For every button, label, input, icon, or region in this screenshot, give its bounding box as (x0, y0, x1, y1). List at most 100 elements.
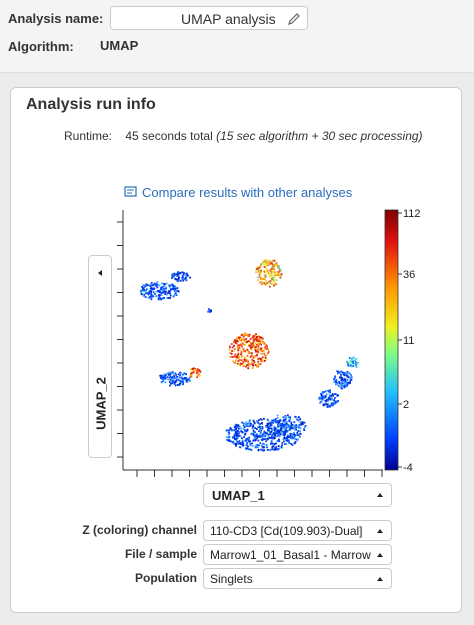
cell-dot (270, 435, 273, 438)
cell-dot (236, 337, 239, 340)
cell-dot (243, 334, 246, 337)
cell-dot (259, 263, 262, 266)
control-select[interactable]: Singlets (203, 568, 392, 589)
cell-dot (264, 274, 267, 276)
cell-dot (258, 430, 260, 432)
edit-icon[interactable] (287, 12, 301, 26)
cell-dot (172, 375, 174, 378)
cell-dot (166, 296, 168, 299)
compare-link[interactable]: Compare results with other analyses (142, 185, 353, 200)
cell-dot (278, 421, 280, 424)
colorbar (384, 209, 399, 471)
cell-dot (173, 375, 176, 377)
y-axis-select[interactable]: UMAP_2 (88, 255, 112, 458)
cell-dot (155, 290, 158, 293)
cell-dot (256, 446, 259, 449)
cell-dot (160, 374, 163, 377)
cell-dot (141, 289, 144, 292)
y-axis-label: UMAP_2 (93, 377, 109, 430)
cell-dot (285, 429, 288, 432)
cell-dot (262, 433, 265, 436)
cell-dot (259, 442, 262, 444)
cell-dot (183, 277, 186, 280)
cell-dot (300, 423, 303, 426)
cell-dot (291, 436, 294, 438)
cell-dot (160, 288, 162, 291)
cell-dot (228, 349, 231, 351)
cell-dot (231, 346, 234, 349)
cell-dot (157, 290, 160, 293)
cell-dot (260, 444, 263, 446)
cell-dot (240, 353, 242, 356)
cell-dot (253, 338, 256, 340)
cell-dot (242, 339, 245, 342)
cell-dot (253, 421, 256, 424)
cell-dot (256, 338, 259, 341)
cell-dot (256, 364, 259, 367)
cell-dot (283, 428, 286, 430)
control-select[interactable]: 110-CD3 [Cd(109.903)-Dual] (203, 520, 392, 541)
cell-dot (257, 279, 259, 282)
cell-dot (154, 293, 156, 295)
cell-dot (155, 282, 158, 285)
cell-dot (254, 427, 257, 429)
compare-icon[interactable] (124, 186, 138, 198)
cell-dot (295, 424, 298, 426)
cell-dot (248, 440, 251, 443)
cell-dot (283, 440, 285, 443)
cell-dot (271, 419, 274, 422)
control-select[interactable]: Marrow1_01_Basal1 - Marrow (203, 544, 392, 565)
cell-dot (166, 376, 169, 379)
cell-dot (333, 399, 335, 401)
cell-dot (235, 356, 238, 358)
cell-dot (324, 402, 327, 405)
cell-dot (235, 339, 238, 342)
cell-dot (352, 365, 355, 367)
cell-dot (276, 420, 279, 422)
cell-dot (267, 426, 270, 429)
cell-dot (284, 433, 287, 435)
cell-dot (275, 278, 277, 281)
x-axis-select[interactable]: UMAP_1 (203, 483, 392, 507)
cell-dot (292, 433, 294, 436)
cell-dot (263, 443, 266, 446)
cell-dot (159, 291, 161, 294)
cell-dot (239, 359, 242, 361)
cell-dot (254, 431, 256, 434)
cell-dot (277, 274, 280, 276)
run-info-title: Analysis run info (26, 96, 156, 113)
cell-dot (249, 424, 252, 427)
cell-dot (287, 440, 290, 443)
cell-dot (169, 384, 171, 387)
cell-dot (251, 352, 253, 354)
cell-dot (189, 276, 191, 279)
cell-dot (256, 336, 258, 338)
cell-dot (258, 336, 261, 338)
cell-dot (329, 389, 331, 392)
cell-dot (161, 291, 164, 294)
cell-dot (246, 341, 248, 343)
cell-dot (273, 428, 276, 431)
cell-dot (285, 437, 288, 440)
cell-dot (174, 273, 177, 276)
cell-dot (160, 286, 163, 289)
cell-dot (144, 285, 147, 288)
cell-dot (259, 435, 262, 438)
analysis-name-input[interactable]: UMAP analysis (110, 6, 308, 30)
cell-dot (248, 422, 251, 424)
cell-dot (345, 381, 348, 384)
cell-dot (354, 359, 356, 362)
cell-dot (297, 433, 300, 435)
cell-dot (147, 297, 150, 299)
cell-dot (155, 285, 158, 287)
cell-dot (252, 439, 255, 442)
cell-dot (280, 269, 282, 272)
cell-dot (337, 372, 340, 374)
cell-dot (267, 351, 270, 353)
cell-dot (323, 397, 325, 400)
cell-dot (150, 292, 152, 295)
cell-dot (272, 279, 275, 281)
cell-dot (167, 292, 169, 294)
cell-dot (275, 262, 278, 264)
cell-dot (178, 379, 181, 382)
